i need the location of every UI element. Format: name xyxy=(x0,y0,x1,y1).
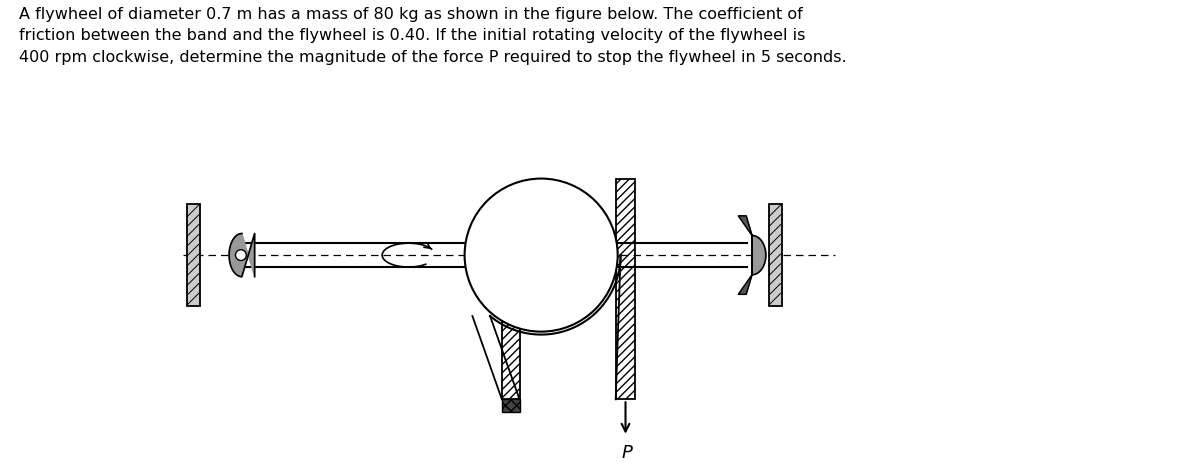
Polygon shape xyxy=(769,204,781,306)
Polygon shape xyxy=(502,399,520,412)
Polygon shape xyxy=(616,179,635,399)
Polygon shape xyxy=(502,255,520,399)
Text: R: R xyxy=(559,185,570,203)
Polygon shape xyxy=(187,204,199,306)
Polygon shape xyxy=(229,233,254,277)
Polygon shape xyxy=(752,235,766,275)
Polygon shape xyxy=(738,275,752,294)
Polygon shape xyxy=(738,216,752,235)
Text: A flywheel of diameter 0.7 m has a mass of 80 kg as shown in the figure below. T: A flywheel of diameter 0.7 m has a mass … xyxy=(19,7,847,65)
Circle shape xyxy=(464,179,618,332)
Text: P: P xyxy=(622,445,632,463)
Circle shape xyxy=(235,250,246,260)
